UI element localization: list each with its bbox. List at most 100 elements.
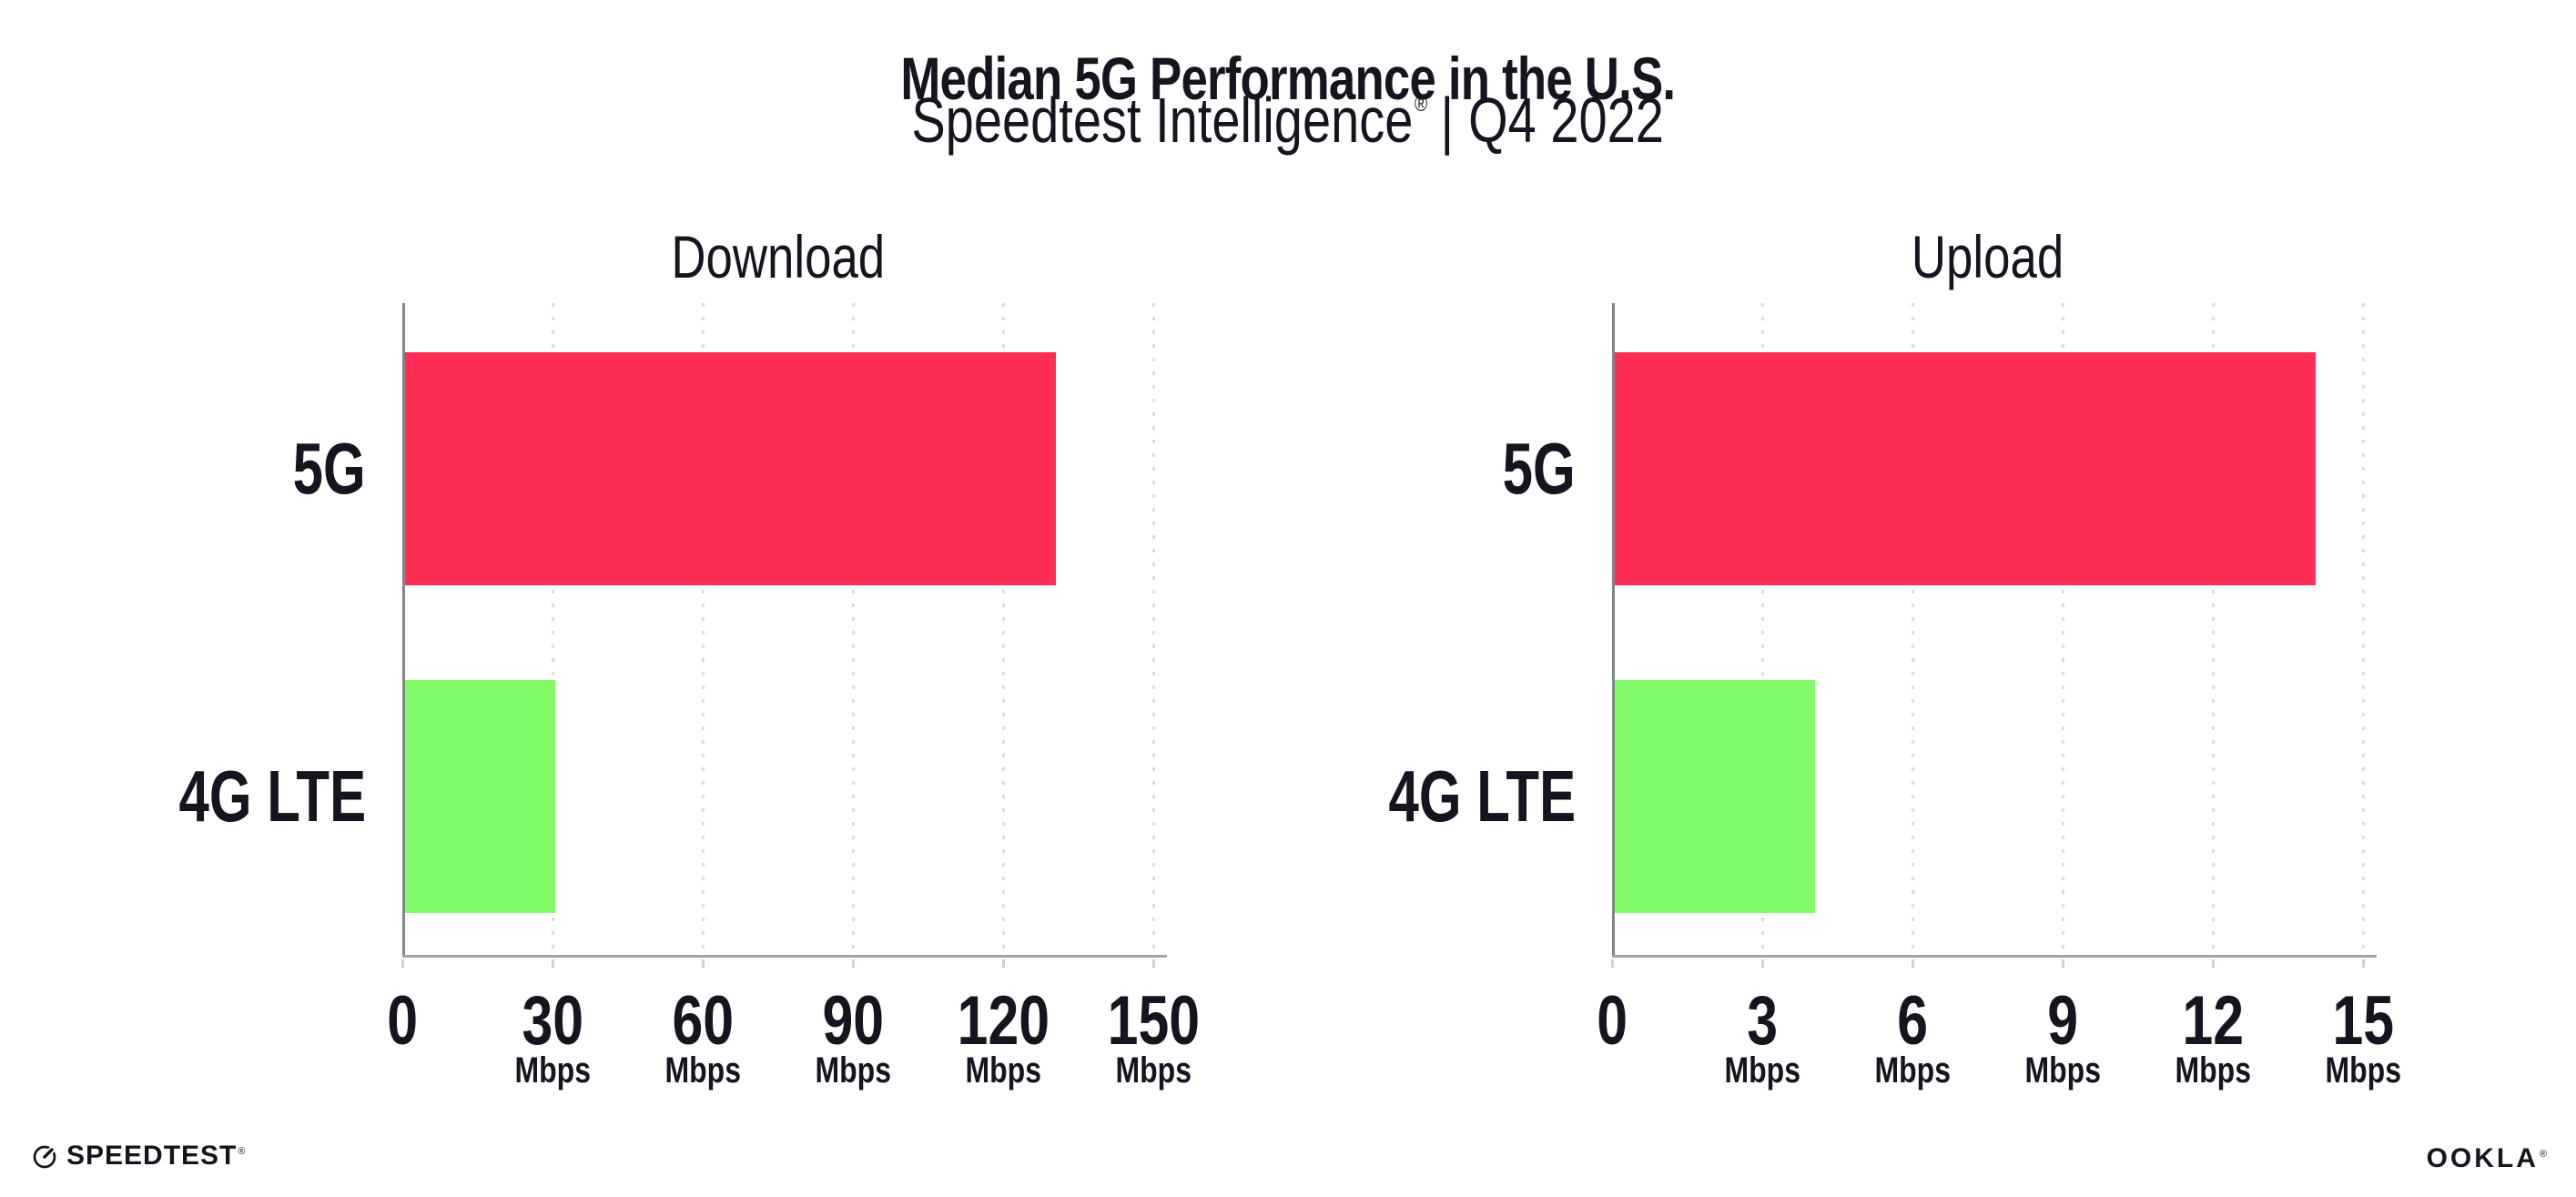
x-tick-value-label: 6 <box>1821 986 2003 1057</box>
gridline <box>2062 303 2064 955</box>
gridline <box>1912 303 1914 955</box>
x-tick-unit-text: Mbps <box>965 1050 1041 1090</box>
speedtest-wordmark: SPEEDTEST® <box>66 1141 245 1172</box>
x-tick-value-label: 0 <box>1521 986 1703 1057</box>
x-tick-unit-label: Mbps <box>1671 1051 1853 1090</box>
x-tick-value-label: 0 <box>311 986 493 1057</box>
x-tick-value-label: 15 <box>2272 986 2454 1057</box>
x-tick-value-text: 150 <box>1107 982 1200 1060</box>
x-tick-value-text: 60 <box>672 982 734 1060</box>
4g-lte-bar <box>1615 680 1815 913</box>
gridline <box>1002 303 1005 955</box>
upload-x-axis-line <box>1612 955 2377 958</box>
x-tick-unit-text: Mbps <box>2024 1050 2101 1090</box>
ookla-wordmark-text: OOKLA <box>2426 1143 2539 1173</box>
gridline <box>552 303 554 955</box>
axis-tick <box>702 959 705 968</box>
x-tick-unit-label: Mbps <box>1972 1051 2154 1090</box>
5g-bar <box>405 352 1056 585</box>
x-tick-value-text: 3 <box>1747 982 1778 1060</box>
upload-chart-panel: Upload 0 3 Mbps 6 Mbps 9 Mbps 12 Mbps 15 Mbps 5G 4G… <box>1388 0 2401 1197</box>
page-title: Median 5G Performance in the U.S. <box>0 44 2576 113</box>
x-tick-unit-text: Mbps <box>815 1050 891 1090</box>
subtitle-text: Speedtest Intelligence® | Q4 2022 <box>912 84 1665 157</box>
5g-bar <box>1615 352 2316 585</box>
4g-lte-bar <box>405 680 555 913</box>
axis-tick <box>1611 959 1614 968</box>
axis-tick <box>1002 959 1005 968</box>
category-label-text: 5G <box>292 428 366 509</box>
x-tick-value-label: 3 <box>1671 986 1853 1057</box>
speedtest-gauge-icon <box>31 1142 58 1170</box>
axis-tick <box>2212 959 2215 968</box>
x-tick-unit-text: Mbps <box>664 1050 741 1090</box>
category-label-4g-lte: 4G LTE <box>2 680 366 913</box>
speedtest-wordmark-text: SPEEDTEST <box>66 1141 238 1171</box>
category-label-4g-lte: 4G LTE <box>1212 680 1576 913</box>
download-x-axis-line <box>402 955 1167 958</box>
x-tick-value-label: 120 <box>912 986 1094 1057</box>
x-tick-unit-label: Mbps <box>762 1051 944 1090</box>
upload-y-axis-line <box>1612 303 1615 958</box>
page-subtitle: Speedtest Intelligence® | Q4 2022 <box>0 84 2576 157</box>
x-tick-unit-label: Mbps <box>2122 1051 2304 1090</box>
axis-tick <box>2362 959 2365 968</box>
download-chart-title: Download <box>402 222 1153 291</box>
gridline <box>1761 303 1764 955</box>
x-tick-unit-label: Mbps <box>1062 1051 1244 1090</box>
category-label-5g: 5G <box>2 352 366 585</box>
subtitle-separator: | <box>1440 85 1455 156</box>
download-y-axis-line <box>402 303 405 958</box>
x-tick-value-label: 30 <box>461 986 644 1057</box>
category-label-text: 4G LTE <box>1388 756 1576 837</box>
download-chart-panel: Download 0 30 Mbps 60 Mbps 90 Mbps 120 Mbps 150 Mb… <box>178 0 1200 1197</box>
x-tick-value-text: 30 <box>522 982 583 1060</box>
speedtest-logo: SPEEDTEST® <box>31 1140 245 1172</box>
x-tick-value-text: 0 <box>1597 982 1628 1060</box>
gridline <box>852 303 855 955</box>
axis-tick <box>1761 959 1764 968</box>
axis-tick <box>1152 959 1155 968</box>
upload-chart-title-text: Upload <box>1911 223 2064 290</box>
axis-tick <box>2062 959 2064 968</box>
x-tick-unit-text: Mbps <box>2325 1050 2401 1090</box>
subtitle-period: Q4 2022 <box>1468 85 1665 156</box>
upload-plot-area: 0 3 Mbps 6 Mbps 9 Mbps 12 Mbps 15 Mbps <box>1597 303 2401 1090</box>
category-label-5g: 5G <box>1212 352 1576 585</box>
x-tick-value-text: 6 <box>1897 982 1928 1060</box>
x-tick-unit-label: Mbps <box>2272 1051 2454 1090</box>
x-tick-value-text: 15 <box>2332 982 2394 1060</box>
x-tick-unit-label: Mbps <box>612 1051 794 1090</box>
gridline <box>1152 303 1155 955</box>
x-tick-value-label: 12 <box>2122 986 2304 1057</box>
x-tick-value-label: 150 <box>1062 986 1244 1057</box>
axis-tick <box>852 959 855 968</box>
gridline <box>2212 303 2215 955</box>
gridline <box>702 303 705 955</box>
axis-tick <box>401 959 404 968</box>
category-label-text: 5G <box>1502 428 1576 509</box>
subtitle-brand: Speedtest Intelligence <box>911 85 1414 156</box>
x-tick-value-text: 0 <box>387 982 418 1060</box>
x-tick-value-text: 9 <box>2047 982 2078 1060</box>
download-chart-title-text: Download <box>671 223 885 290</box>
category-label-text: 4G LTE <box>178 756 366 837</box>
ookla-logo: OOKLA® <box>2427 1143 2549 1174</box>
x-tick-unit-text: Mbps <box>1874 1050 1951 1090</box>
x-tick-value-label: 90 <box>762 986 944 1057</box>
gridline <box>2362 303 2365 955</box>
x-tick-value-label: 60 <box>612 986 794 1057</box>
x-tick-unit-label: Mbps <box>461 1051 644 1090</box>
ookla-trademark-symbol: ® <box>2539 1149 2550 1160</box>
x-tick-unit-label: Mbps <box>912 1051 1094 1090</box>
x-tick-unit-text: Mbps <box>514 1050 591 1090</box>
upload-chart-title: Upload <box>1612 222 2363 291</box>
x-tick-value-label: 9 <box>1972 986 2154 1057</box>
download-plot-area: 0 30 Mbps 60 Mbps 90 Mbps 120 Mbps 150 Mbps <box>387 303 1200 1090</box>
axis-tick <box>552 959 554 968</box>
x-tick-value-text: 120 <box>957 982 1050 1060</box>
x-tick-unit-text: Mbps <box>1724 1050 1800 1090</box>
x-tick-value-text: 90 <box>822 982 884 1060</box>
x-tick-unit-label: Mbps <box>1821 1051 2003 1090</box>
